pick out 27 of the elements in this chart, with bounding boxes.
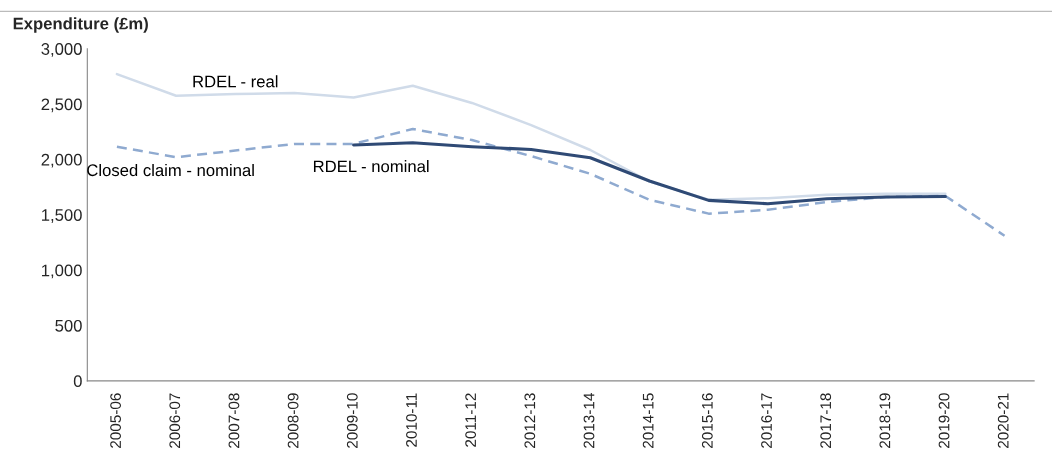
x-tick-label: 2014-15 bbox=[642, 393, 654, 448]
y-axis-title: Expenditure (£m) bbox=[13, 17, 148, 33]
x-tick-label: 2018-19 bbox=[879, 393, 891, 448]
x-tick-label: 2008-09 bbox=[287, 393, 299, 448]
y-tick-label: 3,000 bbox=[41, 43, 82, 57]
x-tick-label: 2015-16 bbox=[701, 393, 713, 448]
x-tick-label: 2017-18 bbox=[820, 393, 832, 448]
x-tick-label: 2010-11 bbox=[406, 393, 417, 447]
series-label: RDEL - nominal bbox=[313, 160, 429, 173]
y-tick-label: 1,500 bbox=[42, 209, 82, 223]
x-tick-label: 2005-06 bbox=[110, 393, 121, 448]
x-tick-label: 2013-14 bbox=[583, 393, 595, 448]
x-tick-label: 2012-13 bbox=[524, 393, 536, 448]
y-tick-label: 1,000 bbox=[42, 264, 82, 279]
x-tick-label: 2019-20 bbox=[938, 393, 950, 448]
y-tick-label: 0 bbox=[73, 375, 82, 388]
y-tick-label: 2,500 bbox=[41, 98, 82, 113]
series-label: RDEL - real bbox=[193, 75, 278, 88]
y-tick-label: 2,000 bbox=[41, 153, 82, 168]
x-tick-label: 2007-08 bbox=[228, 393, 240, 448]
x-tick-label: 2011-12 bbox=[465, 393, 477, 447]
y-tick-label: 500 bbox=[55, 319, 82, 332]
x-tick-label: 2020-21 bbox=[997, 393, 1009, 448]
series-label: Closed claim - nominal bbox=[87, 163, 254, 177]
x-tick-label: 2016-17 bbox=[761, 393, 772, 448]
x-tick-label: 2006-07 bbox=[169, 393, 181, 448]
x-tick-label: 2009-10 bbox=[346, 393, 358, 448]
